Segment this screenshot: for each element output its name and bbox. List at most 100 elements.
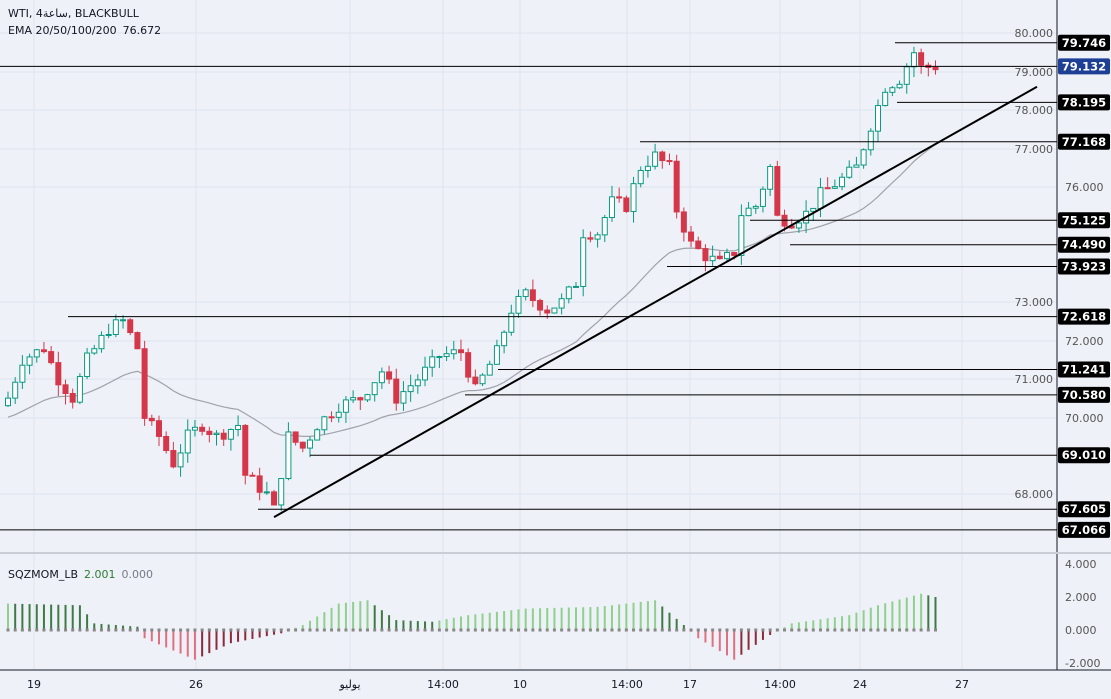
ema-value: 76.672	[122, 24, 162, 37]
squeeze-dot	[135, 628, 139, 632]
momentum-tick-label: 4.000	[1065, 558, 1097, 571]
candle	[263, 481, 270, 495]
candle-body	[544, 309, 551, 314]
time-tick-label: 19	[27, 678, 41, 691]
candle-body	[867, 130, 874, 151]
candle	[33, 348, 40, 363]
candle	[774, 160, 781, 217]
squeeze-dot	[171, 628, 175, 632]
candle-body	[716, 255, 723, 260]
squeeze-dot	[71, 628, 75, 632]
squeeze-dot	[596, 628, 600, 632]
candle-body	[19, 364, 26, 383]
candle	[738, 204, 745, 265]
squeeze-dot	[574, 628, 578, 632]
candle-body	[26, 356, 33, 366]
candle-body	[148, 417, 155, 422]
level-label: 67.066	[1062, 523, 1106, 537]
candle-body	[688, 231, 695, 242]
candle-body	[263, 491, 270, 494]
candle-body	[422, 366, 429, 381]
squeeze-dot	[495, 628, 499, 632]
squeeze-dot	[107, 628, 111, 632]
candle-body	[630, 183, 637, 212]
squeeze-dot	[567, 628, 571, 632]
candle	[695, 236, 702, 250]
level-label: 69.010	[1062, 448, 1106, 462]
squeeze-dot	[423, 628, 427, 632]
candle-body	[227, 429, 234, 440]
candle-body	[256, 475, 263, 493]
indicator-legend: SQZMOM_LB 2.001 0.000	[8, 568, 159, 581]
candle	[831, 179, 838, 190]
squeeze-dot	[732, 628, 736, 632]
squeeze-dot	[862, 628, 866, 632]
squeeze-dot	[85, 628, 89, 632]
squeeze-dot	[157, 628, 161, 632]
squeeze-dot	[869, 628, 873, 632]
candle	[752, 204, 759, 214]
candle-body	[429, 356, 436, 368]
candle	[853, 156, 860, 168]
level-label-bg	[1058, 386, 1110, 403]
squeeze-dot	[128, 628, 132, 632]
squeeze-dot	[250, 628, 254, 632]
candle	[551, 307, 558, 314]
candle	[62, 379, 69, 405]
squeeze-dot	[265, 628, 269, 632]
candle	[910, 46, 917, 78]
price-tick-label: 76.000	[1065, 181, 1104, 194]
candle-body	[105, 333, 112, 336]
candle-body	[486, 363, 493, 376]
candle	[680, 207, 687, 242]
time-tick-label: 10	[513, 678, 527, 691]
candle-body	[759, 188, 766, 207]
candle-body	[616, 196, 623, 199]
candle	[378, 367, 385, 389]
price-tick-label: 78.000	[1015, 104, 1054, 117]
candle	[623, 195, 630, 214]
candle	[846, 160, 853, 179]
momentum-tick-label: 0.000	[1065, 624, 1097, 637]
squeeze-dot	[164, 628, 168, 632]
squeeze-dot	[56, 628, 60, 632]
squeeze-dot	[826, 628, 830, 632]
candle	[148, 414, 155, 426]
level-label: 67.605	[1062, 502, 1106, 516]
candle-body	[299, 441, 306, 449]
candle-body	[910, 52, 917, 68]
candle	[163, 431, 170, 454]
time-tick-label: 14:00	[611, 678, 643, 691]
candle-body	[472, 376, 479, 385]
ema-legend: EMA 20/50/100/200 76.672	[8, 24, 167, 37]
candle	[652, 143, 659, 170]
candle-body	[112, 319, 119, 335]
level-label-bg	[1058, 34, 1110, 51]
candle-body	[774, 166, 781, 216]
level-label-bg	[1058, 133, 1110, 150]
candle	[249, 472, 256, 477]
candle-body	[745, 207, 752, 217]
squeeze-dot	[99, 628, 103, 632]
candle	[199, 423, 206, 436]
candle	[191, 419, 198, 437]
squeeze-dot	[401, 628, 405, 632]
candle	[810, 207, 817, 221]
candle-body	[831, 186, 838, 189]
candle	[155, 415, 162, 447]
candle	[630, 176, 637, 223]
ema-line	[7, 143, 936, 437]
candle	[227, 428, 234, 451]
candle-body	[91, 348, 98, 354]
squeeze-dot	[351, 628, 355, 632]
candle	[98, 331, 105, 353]
squeeze-dot	[92, 628, 96, 632]
candle	[335, 403, 342, 423]
candle	[882, 88, 889, 107]
candle	[450, 340, 457, 360]
candle	[242, 424, 249, 485]
squeeze-dot	[588, 628, 592, 632]
time-tick-label: يوليو	[338, 678, 360, 691]
candle-body	[457, 349, 464, 354]
